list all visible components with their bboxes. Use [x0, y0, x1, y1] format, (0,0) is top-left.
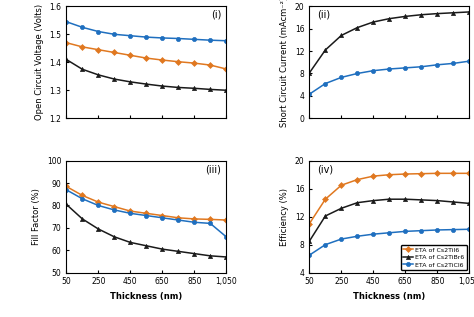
ETA of Cs2TiI6	[435, 171, 440, 175]
ETA of Cs2TiBr6	[450, 200, 456, 204]
ETA of Cs2TiCl6	[402, 230, 408, 233]
Text: (iv): (iv)	[318, 164, 334, 174]
Line: ETA of Cs2TiI6: ETA of Cs2TiI6	[307, 171, 471, 226]
ETA of Cs2TiI6	[466, 171, 472, 175]
Legend: ETA of Cs2TiI6, ETA of Cs2TiBr6, ETA of Cs2TiCl6: ETA of Cs2TiI6, ETA of Cs2TiBr6, ETA of …	[401, 245, 467, 270]
Y-axis label: Fill Factor (%): Fill Factor (%)	[32, 188, 41, 245]
ETA of Cs2TiBr6	[419, 198, 424, 202]
ETA of Cs2TiCl6	[450, 228, 456, 231]
ETA of Cs2TiI6	[307, 222, 312, 226]
ETA of Cs2TiCl6	[322, 243, 328, 247]
ETA of Cs2TiCl6	[435, 228, 440, 232]
Y-axis label: Efficiency (%): Efficiency (%)	[280, 188, 289, 246]
X-axis label: Thickness (nm): Thickness (nm)	[353, 292, 426, 301]
ETA of Cs2TiI6	[371, 174, 376, 178]
ETA of Cs2TiCl6	[466, 227, 472, 231]
ETA of Cs2TiCl6	[371, 232, 376, 236]
Text: (ii): (ii)	[318, 10, 330, 20]
Text: (i): (i)	[211, 10, 221, 20]
Text: (iii): (iii)	[206, 164, 221, 174]
ETA of Cs2TiBr6	[355, 201, 360, 204]
ETA of Cs2TiBr6	[466, 202, 472, 205]
ETA of Cs2TiBr6	[371, 199, 376, 203]
ETA of Cs2TiI6	[386, 173, 392, 177]
ETA of Cs2TiCl6	[419, 229, 424, 233]
ETA of Cs2TiBr6	[307, 239, 312, 243]
Line: ETA of Cs2TiBr6: ETA of Cs2TiBr6	[307, 197, 471, 243]
ETA of Cs2TiCl6	[338, 237, 344, 241]
ETA of Cs2TiBr6	[338, 206, 344, 210]
ETA of Cs2TiBr6	[386, 197, 392, 201]
ETA of Cs2TiBr6	[435, 199, 440, 203]
ETA of Cs2TiCl6	[355, 234, 360, 238]
ETA of Cs2TiI6	[402, 172, 408, 176]
ETA of Cs2TiI6	[419, 172, 424, 176]
ETA of Cs2TiI6	[322, 197, 328, 201]
ETA of Cs2TiCl6	[386, 231, 392, 235]
ETA of Cs2TiI6	[338, 183, 344, 187]
ETA of Cs2TiI6	[450, 171, 456, 175]
ETA of Cs2TiBr6	[402, 197, 408, 201]
ETA of Cs2TiBr6	[322, 214, 328, 218]
X-axis label: Thickness (nm): Thickness (nm)	[110, 292, 182, 301]
ETA of Cs2TiCl6	[307, 253, 312, 257]
ETA of Cs2TiI6	[355, 178, 360, 182]
Y-axis label: Open Circuit Voltage (Volts): Open Circuit Voltage (Volts)	[35, 4, 44, 120]
Y-axis label: Short Circuit Current (mAcm⁻²): Short Circuit Current (mAcm⁻²)	[280, 0, 289, 127]
Line: ETA of Cs2TiCl6: ETA of Cs2TiCl6	[307, 227, 471, 257]
